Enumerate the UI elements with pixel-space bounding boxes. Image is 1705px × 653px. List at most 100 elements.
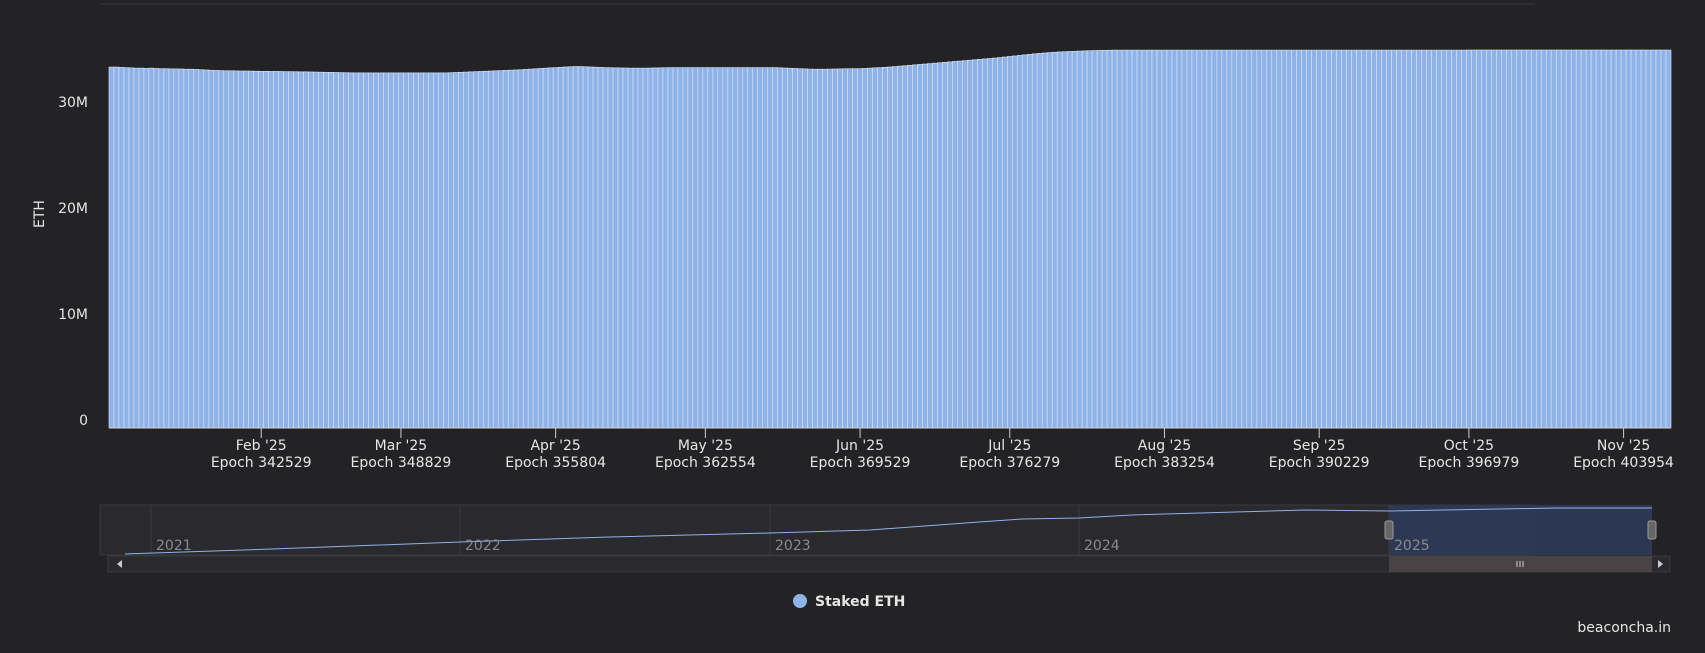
- y-tick-label: 0: [79, 413, 88, 429]
- bar: [1550, 49, 1557, 429]
- bar: [233, 70, 240, 429]
- bar: [542, 67, 549, 429]
- bar: [1056, 51, 1063, 429]
- bar: [1306, 49, 1312, 429]
- bar: [507, 69, 514, 429]
- bar: [203, 69, 210, 429]
- navigator-label: 2022: [465, 538, 501, 554]
- bar: [562, 66, 569, 429]
- bar: [807, 68, 813, 429]
- legend-label[interactable]: Staked ETH: [815, 594, 905, 610]
- bar: [1491, 49, 1497, 429]
- bar: [887, 66, 893, 429]
- bar: [537, 68, 544, 429]
- x-tick-label: Jul '25: [987, 438, 1031, 454]
- x-tick-epoch: Epoch 383254: [1114, 455, 1215, 471]
- legend-marker[interactable]: [793, 594, 807, 608]
- bar: [1091, 50, 1098, 429]
- bar: [547, 67, 554, 429]
- bar: [727, 67, 734, 429]
- bar: [1256, 49, 1263, 429]
- x-tick-label: Apr '25: [530, 438, 580, 454]
- x-tick-epoch: Epoch 390229: [1269, 455, 1370, 471]
- bar: [298, 71, 304, 429]
- bar: [223, 70, 230, 429]
- bar: [1151, 49, 1158, 429]
- bar: [1411, 49, 1417, 429]
- bar: [378, 72, 384, 429]
- navigator-line: [124, 507, 1652, 555]
- bar: [1585, 49, 1592, 429]
- bar: [657, 67, 664, 429]
- bar: [1506, 49, 1512, 429]
- scrollbar-grip: [1516, 561, 1524, 567]
- bar: [1560, 49, 1567, 429]
- bar: [577, 66, 584, 429]
- bar: [872, 67, 878, 429]
- bar: [982, 58, 988, 429]
- bar: [348, 72, 354, 429]
- bar: [383, 72, 389, 429]
- bar: [1301, 49, 1308, 429]
- bar: [782, 67, 788, 429]
- bar: [752, 67, 759, 429]
- bar: [188, 68, 195, 429]
- bar: [792, 68, 798, 429]
- bar: [852, 68, 858, 429]
- bar: [1595, 49, 1602, 429]
- bar: [677, 67, 684, 429]
- bar: [293, 71, 299, 429]
- bar: [1101, 50, 1108, 429]
- scroll-left[interactable]: [117, 560, 122, 568]
- x-tick-label: Nov '25: [1597, 438, 1650, 454]
- bar: [572, 66, 579, 429]
- bar: [1156, 49, 1163, 429]
- x-tick-label: Mar '25: [375, 438, 428, 454]
- bar: [153, 68, 160, 429]
- scrollbar-track[interactable]: [107, 555, 1671, 573]
- navigator-handle[interactable]: [1647, 520, 1657, 540]
- bar: [1421, 49, 1427, 429]
- bar: [1386, 49, 1392, 429]
- bar: [1211, 49, 1218, 429]
- bar: [1321, 49, 1327, 429]
- bar: [1046, 52, 1053, 429]
- bar: [1261, 49, 1268, 429]
- bar: [318, 71, 324, 429]
- bar: [1481, 49, 1487, 429]
- bar: [458, 71, 464, 429]
- bar: [1406, 49, 1412, 429]
- scroll-right[interactable]: [1658, 560, 1663, 568]
- bar: [1346, 49, 1352, 429]
- bar: [732, 67, 739, 429]
- bar: [418, 72, 424, 429]
- bar: [1136, 49, 1143, 429]
- bar: [1241, 49, 1248, 429]
- bar: [303, 71, 309, 429]
- bar: [1131, 49, 1138, 429]
- bar: [238, 70, 245, 429]
- bar: [722, 67, 729, 429]
- bar: [637, 67, 644, 429]
- credit[interactable]: beaconcha.in: [1577, 620, 1671, 636]
- bar: [1146, 49, 1153, 429]
- bar: [1625, 49, 1632, 429]
- bar: [1041, 52, 1048, 429]
- bar: [443, 72, 449, 429]
- bar: [1281, 49, 1288, 429]
- navigator-selection[interactable]: [1389, 505, 1652, 555]
- bar: [922, 63, 928, 429]
- x-tick-epoch: Epoch 342529: [211, 455, 312, 471]
- bar: [1540, 49, 1547, 429]
- bar: [512, 69, 519, 429]
- bar: [1441, 49, 1447, 429]
- bar: [522, 69, 529, 429]
- navigator-label: 2021: [156, 538, 192, 554]
- bar: [817, 68, 823, 429]
- bar: [557, 66, 564, 429]
- bar: [622, 67, 629, 429]
- x-tick-epoch: Epoch 403954: [1573, 455, 1674, 471]
- navigator-handle[interactable]: [1384, 520, 1394, 540]
- bar: [1206, 49, 1213, 429]
